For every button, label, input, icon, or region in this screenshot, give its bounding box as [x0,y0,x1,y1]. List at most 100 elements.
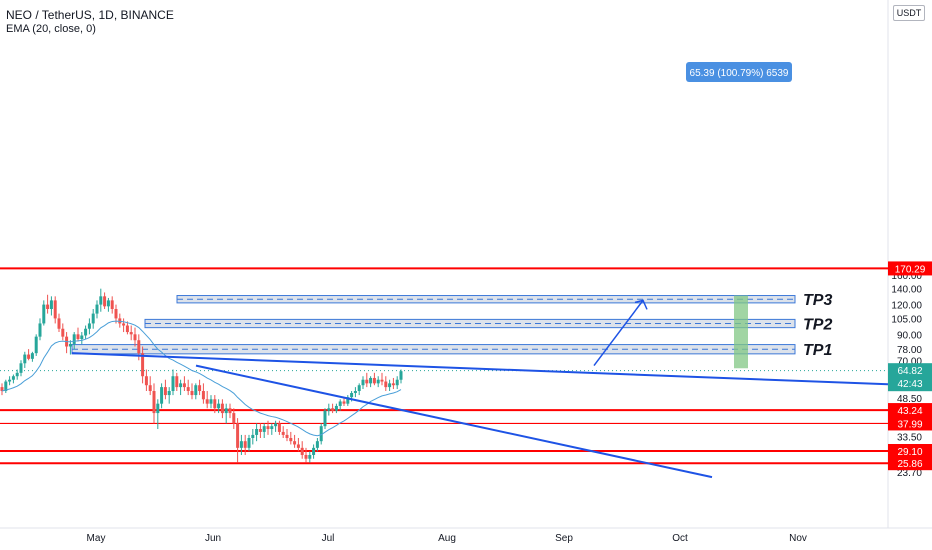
candle-body [87,323,91,329]
candle-body [4,381,8,392]
level-price-tag-text: 29.10 [897,447,922,458]
candle-body [201,391,205,400]
candle-body [57,318,61,329]
candle-body [323,410,327,427]
candle-body [152,391,156,414]
level-price-tag-text: 43.24 [897,406,922,417]
candle-body [190,391,194,396]
candle-body [148,385,152,392]
candle-body [110,300,114,309]
level-price-tag [888,261,932,276]
measure-badge [686,62,792,82]
time-axis-label: Jun [205,533,221,544]
candle-body [137,340,141,354]
candle-body [369,377,373,384]
price-tick-label: 70.00 [897,356,922,367]
candle-body [281,431,285,435]
candle-body [350,393,354,398]
level-price-tag-text: 37.99 [897,419,922,430]
candle-body [258,429,262,432]
candle-body [289,437,293,442]
candle-body [198,385,202,392]
candle-body [277,423,281,432]
candle-body [262,426,266,432]
candle-body [15,372,19,377]
candle-body [122,323,126,326]
time-axis-label: Jul [322,533,335,544]
candle-body [361,379,365,386]
measure-badge-text: 65.39 (100.79%) 6539 [690,68,789,79]
upper-trendline [71,352,889,386]
candle-body [365,379,369,384]
target-label-2: TP2 [803,317,832,334]
candle-body [46,304,50,309]
current-price-tag [888,363,932,392]
countdown-text: 42:43 [897,379,922,390]
candle-body [228,408,232,414]
target-label-1: TP1 [803,342,832,359]
candle-body [395,379,399,386]
time-axis-label: May [87,533,106,544]
candle-body [243,441,247,448]
ema-legend: EMA (20, close, 0) [6,23,96,35]
candle-body [34,336,38,354]
candle-body [8,379,12,382]
candle-body [239,441,243,448]
candle-body [308,454,312,459]
candle-body [129,332,133,335]
candle-body [171,376,175,392]
candle-body [141,353,145,377]
time-axis-label: Nov [789,533,807,544]
price-tick-label: 160.00 [891,271,922,282]
candle-body [205,399,209,404]
price-tick-label: 48.50 [897,394,922,405]
level-price-tag [888,416,932,431]
candle-body [167,391,171,396]
candle-body [236,423,240,448]
time-axis-label: Aug [438,533,456,544]
candle-body [114,308,118,319]
projection-arrow [593,299,644,367]
candle-body [232,413,236,424]
lower-trendline [195,364,713,479]
candle-body [61,328,65,337]
price-tick-label: 33.50 [897,432,922,443]
candle-body [251,434,255,438]
current-price-text: 64.82 [897,366,922,377]
candle-body [384,381,388,388]
candle-body [296,444,300,448]
level-price-tag-text: 170.29 [895,264,926,275]
ema-line [1,320,402,437]
candle-body [274,423,278,427]
candle-body [315,441,319,448]
candle-body [80,335,84,340]
candle-body [68,343,72,347]
price-tick-label: 140.00 [891,285,922,296]
price-tick-label: 90.00 [897,330,922,341]
candle-body [133,334,137,341]
candle-body [388,383,392,388]
projection-arrowhead [634,299,648,310]
candle-body [76,334,80,340]
candle-body [186,387,190,392]
candle-body [331,408,335,411]
price-tick-label: 23.70 [897,468,922,479]
candle-body [144,376,148,386]
price-tick-label: 105.00 [891,314,922,325]
candle-body [27,354,31,359]
candle-body [391,383,395,386]
candle-body [376,379,380,384]
candle-body [319,426,323,442]
candle-body [91,313,95,324]
candle-body [293,441,297,445]
candle-body [95,304,99,314]
candle-body [175,376,179,388]
candle-body [342,401,346,404]
candle-body [30,353,34,359]
currency-badge[interactable]: USDT [893,5,925,21]
candle-body [163,387,167,396]
candle-body [103,296,107,307]
level-price-tag [888,443,932,458]
